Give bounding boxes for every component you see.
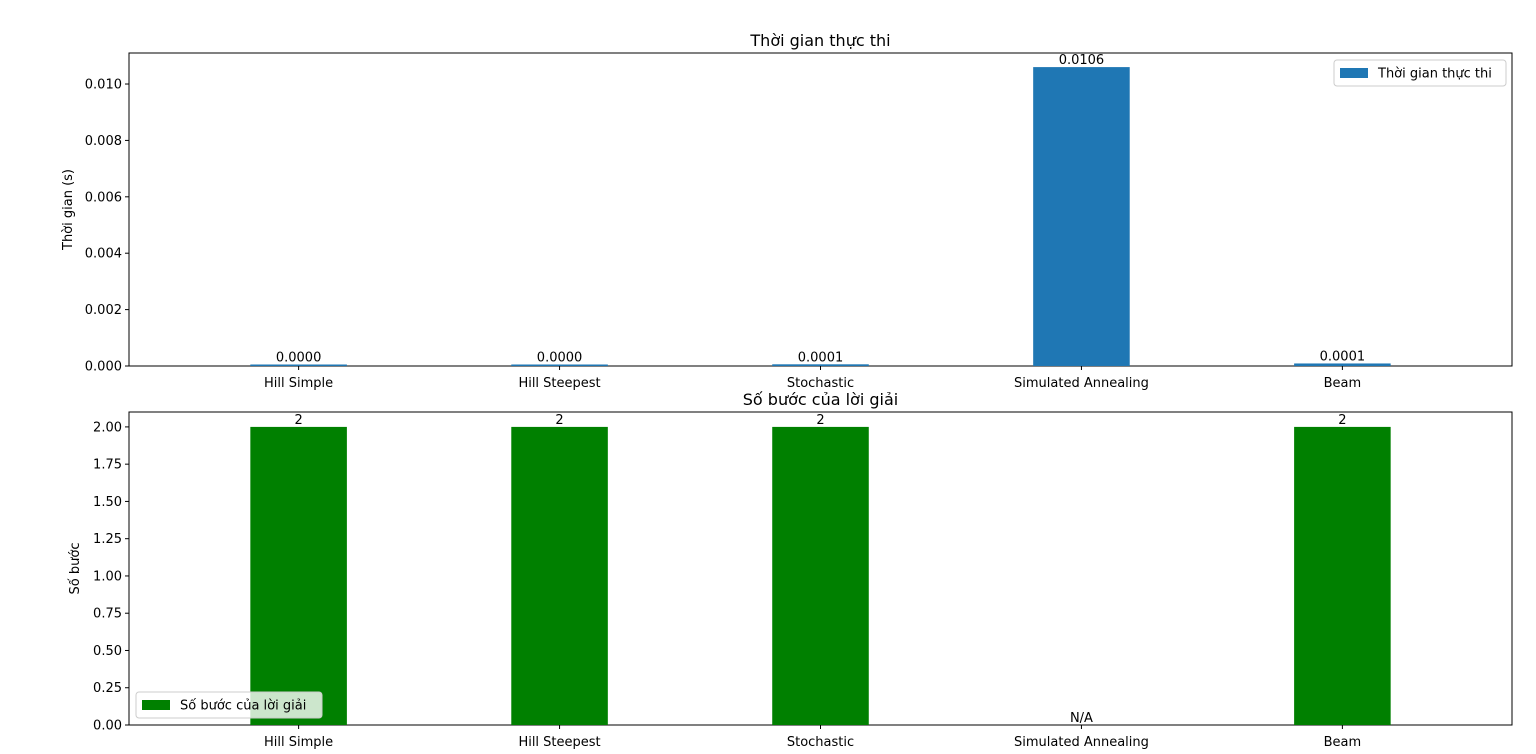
x-tick-label: Hill Steepest [518, 376, 600, 391]
chart-title: Số bước của lời giải [743, 390, 898, 409]
y-tick-label: 2.00 [93, 420, 122, 435]
x-tick-label: Hill Steepest [518, 735, 600, 750]
y-axis-label: Số bước [68, 543, 83, 595]
x-tick-label: Stochastic [787, 376, 854, 391]
x-tick-label: Stochastic [787, 735, 854, 750]
y-tick-label: 1.50 [93, 495, 122, 510]
bar-value-label: 2 [1338, 413, 1346, 428]
bar [772, 364, 869, 366]
y-tick-label: 0.008 [85, 134, 122, 149]
y-tick-label: 0.006 [85, 190, 122, 205]
bar [1033, 67, 1130, 367]
bar-value-label: 0.0000 [276, 351, 322, 366]
y-tick-label: 0.000 [85, 360, 122, 375]
y-tick-label: 1.00 [93, 569, 122, 584]
bar [250, 426, 347, 725]
y-tick-label: 0.75 [93, 607, 122, 622]
solution-steps-chart: Số bước của lời giải Số bước 0.00 0.25 0.5… [68, 390, 1513, 750]
y-tick-label: 0.004 [85, 247, 122, 262]
y-tick-label: 0.50 [93, 644, 122, 659]
x-tick-label: Hill Simple [264, 376, 333, 391]
legend-label: Số bước của lời giải [180, 699, 306, 714]
chart-title: Thời gian thực thi [749, 31, 890, 50]
bar [772, 426, 869, 725]
legend-swatch [1340, 68, 1368, 78]
x-tick-label: Simulated Annealing [1014, 735, 1149, 750]
legend-box [135, 691, 323, 719]
x-tick-label: Simulated Annealing [1014, 376, 1149, 391]
bar-value-label: 2 [294, 413, 302, 428]
bar-value-label: 0.0001 [798, 350, 844, 365]
bar-value-label: 0.0000 [537, 351, 583, 366]
x-tick-label: Beam [1324, 735, 1362, 750]
bar-value-label: 2 [816, 413, 824, 428]
y-axis-label: Thời gian (s) [61, 169, 76, 251]
bar-value-label: 0.0001 [1320, 349, 1366, 364]
x-tick-label: Beam [1324, 376, 1362, 391]
bar [511, 426, 608, 725]
bar [511, 364, 608, 366]
bar [1294, 426, 1391, 725]
legend-label: Thời gian thực thi [1377, 67, 1492, 82]
legend: Thời gian thực thi [1333, 59, 1507, 87]
legend: Số bước của lời giải [135, 691, 323, 719]
y-tick-label: 1.75 [93, 458, 122, 473]
y-tick-label: 0.002 [85, 303, 122, 318]
legend-swatch [142, 700, 170, 710]
bar-value-label: 2 [555, 413, 563, 428]
bar-value-label: N/A [1070, 711, 1093, 726]
y-tick-label: 0.010 [85, 78, 122, 93]
bar-value-label: 0.0106 [1059, 53, 1105, 68]
bar [1294, 363, 1391, 366]
legend-box [1333, 59, 1507, 87]
y-tick-label: 0.00 [93, 719, 122, 734]
plot-area-frame [128, 52, 1513, 367]
y-tick-label: 1.25 [93, 532, 122, 547]
execution-time-chart: Thời gian thực thi Thời gian (s) 0.000 0.… [61, 31, 1513, 391]
x-tick-label: Hill Simple [264, 735, 333, 750]
y-tick-label: 0.25 [93, 681, 122, 696]
bar [250, 364, 347, 366]
